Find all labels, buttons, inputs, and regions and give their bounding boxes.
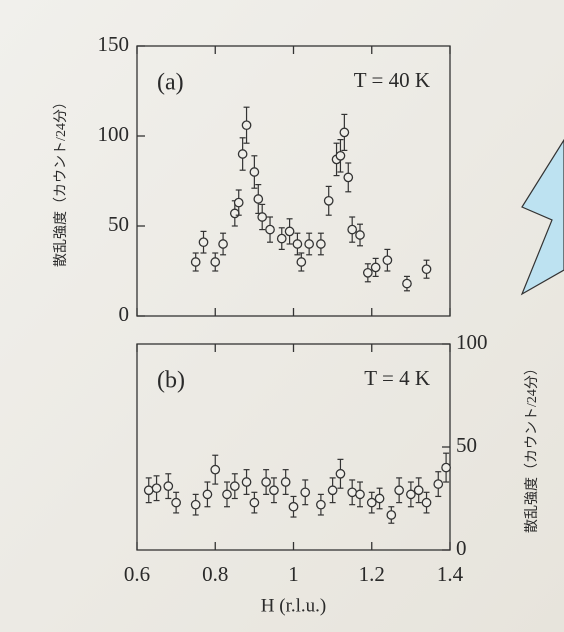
- data-point: [261, 477, 271, 487]
- data-point: [190, 499, 201, 510]
- data-point: [151, 483, 162, 494]
- y-axis-label: 散乱強度（カウント/24分）: [53, 95, 69, 267]
- data-point: [218, 239, 228, 249]
- y-tick-label: 50: [456, 433, 477, 457]
- data-point: [237, 149, 248, 159]
- annotation: T = 4 K: [364, 366, 430, 390]
- data-point: [284, 226, 295, 237]
- data-point: [347, 224, 358, 235]
- data-point: [229, 208, 240, 219]
- data-point: [257, 212, 268, 222]
- y-tick-label: 0: [456, 536, 467, 560]
- data-point: [241, 477, 252, 487]
- data-point: [441, 462, 451, 473]
- y-axis-label: 散乱強度（カウント/24分）: [524, 361, 540, 533]
- data-point: [406, 489, 416, 500]
- data-point: [402, 278, 412, 289]
- data-point: [335, 468, 346, 479]
- data-point: [210, 464, 221, 475]
- data-point: [265, 224, 275, 235]
- x-tick-label: 0.6: [124, 562, 150, 586]
- panel-label: (b): [157, 368, 185, 394]
- data-point: [190, 257, 201, 267]
- data-point: [288, 501, 299, 512]
- data-point: [292, 239, 303, 249]
- data-point: [366, 497, 377, 508]
- data-point: [210, 257, 221, 267]
- data-point: [249, 167, 260, 177]
- data-point: [370, 262, 381, 273]
- annotation: T = 40 K: [354, 68, 430, 92]
- data-point: [253, 194, 264, 204]
- y-tick-label: 50: [108, 212, 129, 236]
- data-point: [413, 485, 424, 496]
- data-point: [304, 239, 314, 249]
- data-point: [269, 485, 279, 496]
- y-tick-label: 0: [119, 302, 130, 326]
- x-axis-label: H (r.l.u.): [261, 595, 326, 616]
- data-point: [202, 489, 213, 500]
- data-point: [233, 197, 244, 208]
- data-point: [280, 477, 291, 487]
- y-tick-label: 150: [98, 32, 130, 56]
- data-point: [355, 230, 365, 240]
- data-point: [421, 264, 432, 275]
- x-tick-label: 0.8: [202, 562, 228, 586]
- data-point: [222, 489, 232, 500]
- x-tick-label: 1.2: [359, 562, 385, 586]
- data-point: [362, 267, 373, 278]
- x-tick-label: 1: [288, 562, 299, 586]
- data-point: [300, 487, 311, 498]
- data-point: [355, 489, 365, 500]
- data-point: [323, 195, 334, 206]
- data-point: [229, 481, 240, 491]
- data-point: [421, 497, 432, 508]
- data-point: [327, 485, 338, 496]
- data-point: [386, 510, 397, 520]
- data-point: [394, 485, 404, 496]
- data-point: [343, 172, 354, 183]
- data-point: [198, 237, 209, 248]
- panel-label: (a): [157, 70, 184, 96]
- data-point: [339, 127, 350, 138]
- data-point: [249, 497, 260, 508]
- data-point: [296, 257, 307, 267]
- data-point: [335, 150, 346, 161]
- data-point: [276, 233, 287, 244]
- x-tick-label: 1.4: [437, 562, 464, 586]
- y-tick-label: 100: [456, 330, 488, 354]
- data-point: [241, 120, 252, 131]
- y-tick-label: 100: [98, 122, 130, 146]
- data-point: [433, 479, 444, 489]
- data-point: [163, 481, 174, 491]
- data-point: [171, 497, 181, 508]
- data-point: [374, 493, 385, 504]
- data-point: [316, 499, 326, 510]
- data-point: [316, 239, 326, 249]
- data-point: [382, 255, 393, 266]
- data-point: [347, 487, 358, 498]
- decorative-shape: [520, 138, 564, 296]
- data-point: [143, 485, 154, 496]
